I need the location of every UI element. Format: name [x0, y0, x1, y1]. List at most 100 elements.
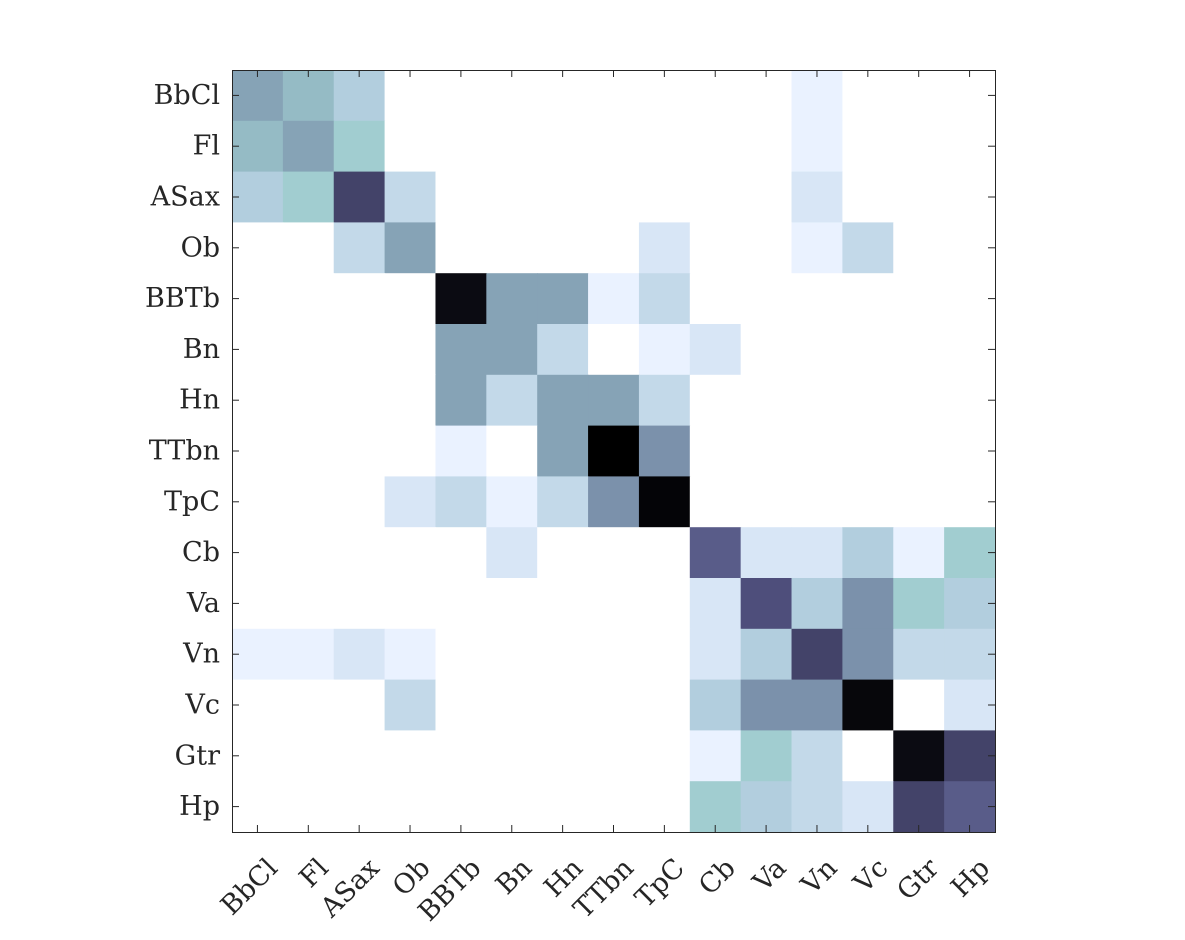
heatmap-cell-Bn-ASax — [333, 324, 386, 376]
heatmap-cell-BBTb-Hp — [944, 273, 996, 325]
heatmap-cell-Fl-Hn — [537, 120, 589, 173]
heatmap-cell-Vn-Ob — [384, 628, 437, 681]
heatmap-cell-TpC-Ob — [384, 476, 437, 528]
heatmap-cell-Hn-Cb — [689, 374, 742, 427]
heatmap-cell-Ob-Ob — [384, 222, 437, 274]
heatmap-cell-Bn-Hp — [944, 324, 996, 376]
y-tick-label: TpC — [164, 486, 220, 517]
heatmap-cell-Va-Bn — [486, 578, 538, 630]
heatmap-cell-Gtr-Fl — [282, 730, 335, 782]
heatmap-cell-Vn-BBTb — [435, 628, 487, 681]
heatmap-cell-Cb-Bn — [486, 527, 538, 579]
heatmap-cell-Bn-TTbn — [588, 324, 640, 376]
heatmap-cell-Bn-Ob — [384, 324, 437, 376]
heatmap-cell-BBTb-Vc — [842, 273, 894, 325]
heatmap-cell-Vc-Bn — [486, 679, 538, 731]
heatmap-cell-BBTb-TTbn — [588, 273, 640, 325]
heatmap-cell-Gtr-BbCl — [232, 730, 284, 782]
heatmap-cell-TpC-Vn — [791, 476, 843, 528]
y-tick-label: ASax — [150, 182, 220, 213]
heatmap-cells — [232, 70, 996, 833]
heatmap-cell-Fl-BBTb — [435, 120, 487, 173]
y-tick-label: Bn — [183, 334, 220, 365]
heatmap-cell-Vn-TTbn — [588, 628, 640, 681]
heatmap-cell-Ob-ASax — [333, 222, 386, 274]
heatmap-cell-Va-Va — [740, 578, 793, 630]
heatmap-cell-Vc-BbCl — [232, 679, 284, 731]
heatmap-cell-BBTb-Ob — [384, 273, 437, 325]
heatmap-cell-Va-Vc — [842, 578, 894, 630]
heatmap-cell-TpC-BbCl — [232, 476, 284, 528]
heatmap-cell-Hp-Ob — [384, 781, 437, 833]
heatmap-cell-Hn-ASax — [333, 374, 386, 427]
heatmap-cell-Vn-Hn — [537, 628, 589, 681]
heatmap-cell-Ob-BbCl — [232, 222, 284, 274]
heatmap-cell-Vn-Va — [740, 628, 793, 681]
heatmap-cell-Vc-Va — [740, 679, 793, 731]
heatmap-cell-Bn-Va — [740, 324, 793, 376]
x-tick-label: Va — [747, 853, 793, 899]
heatmap-cell-Va-Vn — [791, 578, 843, 630]
heatmap-cell-Hp-Va — [740, 781, 793, 833]
y-tick-label: Va — [186, 588, 220, 619]
heatmap-cell-BbCl-Ob — [384, 70, 437, 122]
heatmap-cell-ASax-Fl — [282, 171, 335, 223]
heatmap-cell-Cb-Gtr — [893, 527, 945, 579]
heatmap-cell-TTbn-ASax — [333, 425, 386, 477]
heatmap-cell-BBTb-Bn — [486, 273, 538, 325]
heatmap-cell-BbCl-Vc — [842, 70, 894, 122]
heatmap-cell-Fl-Cb — [689, 120, 742, 173]
heatmap-cell-BBTb-Cb — [689, 273, 742, 325]
heatmap-cell-ASax-Cb — [689, 171, 742, 223]
heatmap-cell-Fl-TpC — [638, 120, 691, 173]
heatmap-cell-Ob-Vn — [791, 222, 843, 274]
axis-ticks — [232, 70, 995, 832]
heatmap-cell-Fl-Vn — [791, 120, 843, 173]
heatmap-cell-BbCl-Cb — [689, 70, 742, 122]
heatmap-cell-Vn-Bn — [486, 628, 538, 681]
heatmap-cell-Vc-Hn — [537, 679, 589, 731]
heatmap-cell-BBTb-ASax — [333, 273, 386, 325]
heatmap-cell-Gtr-ASax — [333, 730, 386, 782]
heatmap-cell-Gtr-TTbn — [588, 730, 640, 782]
heatmap-cell-Vc-Gtr — [893, 679, 945, 731]
x-tick-label: Gtr — [891, 853, 945, 907]
heatmap-cell-Va-TpC — [638, 578, 691, 630]
heatmap-cell-Ob-BBTb — [435, 222, 487, 274]
heatmap-cell-ASax-TTbn — [588, 171, 640, 223]
heatmap-cell-Fl-Va — [740, 120, 793, 173]
heatmap-cell-Vc-Fl — [282, 679, 335, 731]
y-tick-label: BBTb — [145, 283, 220, 314]
heatmap-cell-BbCl-Hp — [944, 70, 996, 122]
heatmap-cell-BBTb-TpC — [638, 273, 691, 325]
heatmap-cell-Vn-ASax — [333, 628, 386, 681]
heatmap-cell-BbCl-BbCl — [232, 70, 284, 122]
heatmap-cell-Fl-BbCl — [232, 120, 284, 173]
heatmap-cell-Gtr-Bn — [486, 730, 538, 782]
heatmap-cell-Ob-Cb — [689, 222, 742, 274]
heatmap-cell-Ob-Va — [740, 222, 793, 274]
heatmap-cell-Bn-TpC — [638, 324, 691, 376]
heatmap-cell-Hp-Fl — [282, 781, 335, 833]
heatmap-cell-BbCl-TpC — [638, 70, 691, 122]
heatmap-cell-ASax-BbCl — [232, 171, 284, 223]
heatmap-cell-BbCl-Gtr — [893, 70, 945, 122]
heatmap-cell-Hp-Gtr — [893, 781, 945, 833]
heatmap-cell-Vc-Vc — [842, 679, 894, 731]
heatmap-cell-ASax-ASax — [333, 171, 386, 223]
heatmap-cell-Bn-Vn — [791, 324, 843, 376]
x-tick-label: BbCl — [215, 853, 284, 922]
y-tick-label: Hn — [179, 385, 220, 416]
x-tick-label: Cb — [693, 853, 742, 902]
heatmap-cell-BbCl-BBTb — [435, 70, 487, 122]
heatmap-cell-ASax-TpC — [638, 171, 691, 223]
heatmap-cell-Cb-Hp — [944, 527, 996, 579]
heatmap-cell-Vc-ASax — [333, 679, 386, 731]
heatmap-cell-Hn-Fl — [282, 374, 335, 427]
heatmap-cell-Ob-Gtr — [893, 222, 945, 274]
heatmap-cell-Hn-Bn — [486, 374, 538, 427]
heatmap-cell-Hn-Vc — [842, 374, 894, 427]
y-tick-label: Fl — [193, 131, 220, 162]
heatmap-cell-Ob-TTbn — [588, 222, 640, 274]
